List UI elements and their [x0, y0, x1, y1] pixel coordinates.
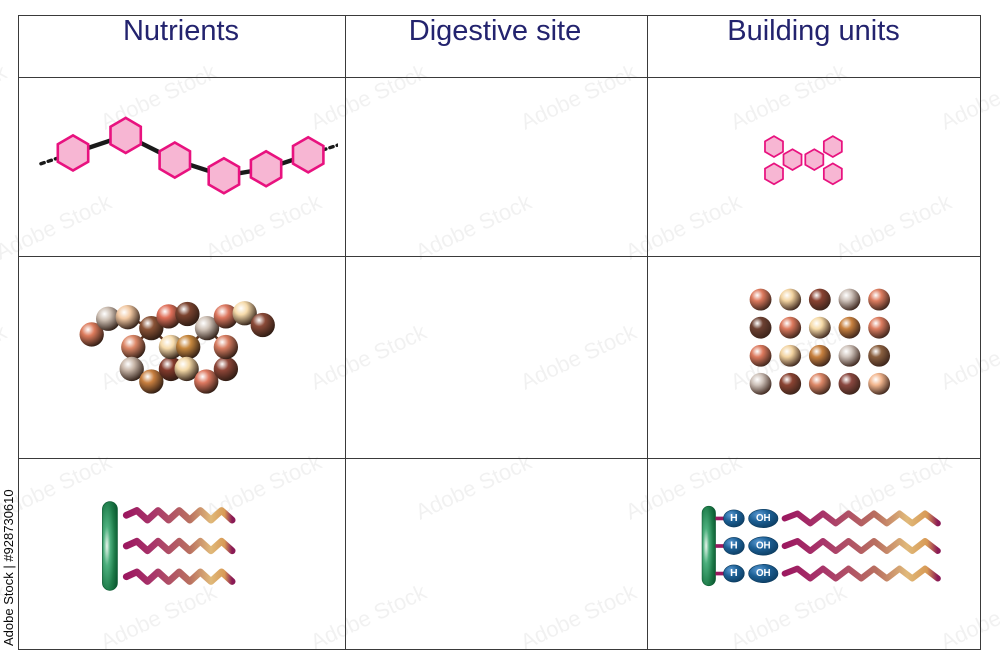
svg-text:OH: OH — [756, 541, 771, 552]
svg-text:Adobe Stock: Adobe Stock — [0, 0, 116, 5]
svg-text:OH: OH — [756, 568, 771, 579]
svg-text:OH: OH — [756, 513, 771, 524]
svg-text:Adobe Stock: Adobe Stock — [832, 0, 957, 5]
svg-text:Adobe Stock: Adobe Stock — [0, 319, 11, 395]
svg-text:Adobe Stock: Adobe Stock — [202, 0, 327, 5]
svg-text:Adobe Stock: Adobe Stock — [412, 0, 537, 5]
svg-text:H: H — [730, 513, 738, 524]
svg-text:H: H — [730, 568, 738, 579]
svg-text:Adobe Stock: Adobe Stock — [622, 0, 747, 5]
svg-text:Adobe Stock: Adobe Stock — [0, 59, 11, 135]
svg-text:H: H — [730, 541, 738, 552]
